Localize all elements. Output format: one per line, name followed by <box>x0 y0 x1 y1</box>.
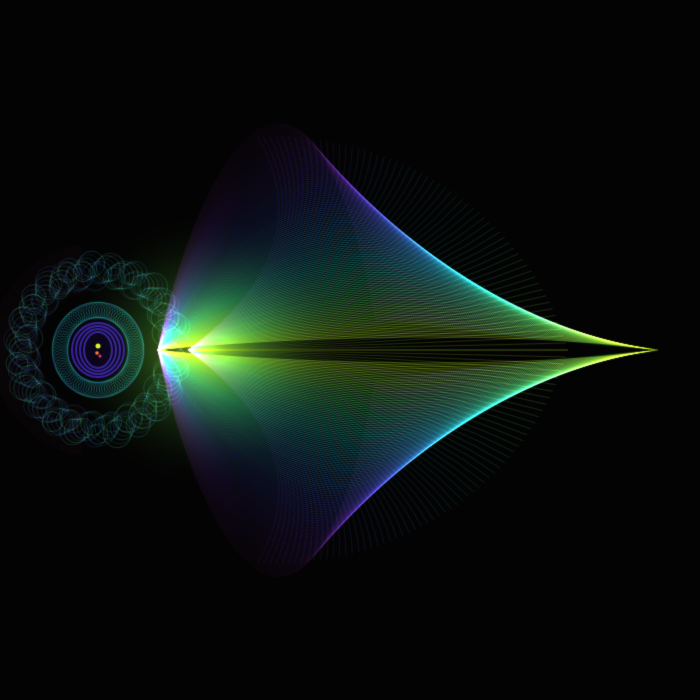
fractal-canvas <box>0 0 700 700</box>
fractal-artwork <box>0 0 700 700</box>
